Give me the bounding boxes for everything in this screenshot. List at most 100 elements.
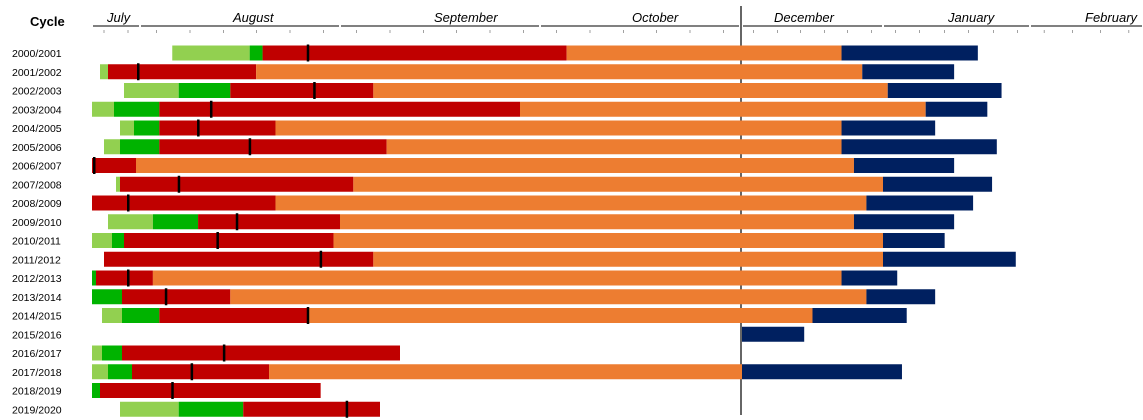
- bar-segment-red: [243, 401, 380, 417]
- bar-segment-red: [124, 233, 334, 248]
- row-label: 2013/2014: [12, 292, 62, 304]
- bar-segment-orange: [566, 45, 842, 61]
- bar-segment-navy: [853, 214, 955, 230]
- bar-segment-orange: [230, 289, 867, 305]
- row-label: 2004/2005: [12, 123, 62, 135]
- bar-segment-light-green: [120, 120, 134, 136]
- milestone-marker: [248, 138, 252, 156]
- bar-segment-green: [152, 214, 199, 230]
- row-label: 2003/2004: [12, 104, 62, 116]
- bar-segment-orange: [275, 195, 867, 211]
- month-label: September: [434, 10, 498, 25]
- row-label: 2010/2011: [12, 236, 61, 248]
- bar-segment-green: [92, 383, 100, 398]
- bar-segment-orange: [136, 158, 854, 173]
- bar-segment-light-green: [172, 45, 250, 61]
- bar-segment-navy: [862, 64, 955, 80]
- bar-segment-green: [134, 120, 160, 136]
- bar-segment-red: [122, 345, 400, 361]
- bar-segment-orange: [333, 233, 883, 248]
- row-label: 2019/2020: [12, 404, 62, 416]
- bar-segment-green: [92, 289, 122, 305]
- bar-segment-green: [249, 45, 263, 61]
- bar-segment-red: [100, 383, 321, 398]
- bar-segment-orange: [275, 120, 842, 136]
- row-label: 2008/2009: [12, 198, 62, 210]
- bar-segment-navy: [841, 270, 898, 286]
- bar-segment-navy: [883, 176, 993, 192]
- bar-segment-red: [120, 176, 354, 192]
- bar-segment-light-green: [102, 308, 122, 323]
- bar-segment-green: [102, 345, 122, 361]
- milestone-marker: [319, 250, 323, 268]
- bar-segment-light-green: [92, 101, 114, 117]
- bar-segment-navy: [866, 289, 936, 305]
- row-label: 2002/2003: [12, 86, 62, 98]
- bar-segment-navy: [812, 308, 907, 323]
- bar-segment-green: [108, 364, 132, 380]
- bar-segment-orange: [269, 364, 742, 380]
- bar-segment-light-green: [92, 364, 108, 380]
- row-label: 2014/2015: [12, 311, 62, 323]
- row-label: 2012/2013: [12, 273, 62, 285]
- milestone-marker: [177, 175, 181, 193]
- bar-segment-navy: [841, 45, 978, 61]
- milestone-marker: [216, 232, 219, 249]
- bar-segment-green: [178, 83, 231, 98]
- month-label: August: [232, 10, 275, 25]
- bar-segment-navy: [866, 195, 974, 211]
- milestone-marker: [93, 157, 96, 174]
- bar-segment-navy: [742, 364, 902, 380]
- bar-segment-light-green: [104, 139, 120, 155]
- bar-segment-red: [159, 101, 520, 117]
- bar-segment-red: [96, 270, 153, 286]
- bar-segment-orange: [520, 101, 926, 117]
- bar-segment-light-green: [100, 64, 108, 80]
- bar-segment-red: [108, 64, 257, 80]
- milestone-marker: [209, 100, 213, 118]
- bar-segment-orange: [340, 214, 854, 230]
- row-label: 2017/2018: [12, 367, 62, 379]
- bar-segment-navy: [883, 233, 945, 248]
- milestone-marker: [222, 344, 226, 362]
- month-label: October: [632, 10, 679, 25]
- bar-segment-orange: [373, 251, 883, 267]
- bar-segment-navy: [853, 158, 955, 173]
- milestone-marker: [127, 194, 130, 212]
- month-label: February: [1085, 10, 1139, 25]
- milestone-marker: [171, 382, 174, 399]
- bar-segment-red: [198, 214, 340, 230]
- bar-segment-red: [230, 83, 374, 98]
- bar-segment-orange: [373, 83, 888, 98]
- bar-segment-green: [120, 139, 160, 155]
- bar-segment-light-green: [120, 401, 179, 417]
- bar-segment-orange: [256, 64, 863, 80]
- bar-segment-red: [262, 45, 567, 61]
- bar-segment-light-green: [124, 83, 179, 98]
- milestone-marker: [235, 213, 239, 231]
- bar-segment-orange: [386, 139, 842, 155]
- row-label: 2006/2007: [12, 161, 62, 173]
- bar-segment-light-green: [92, 233, 112, 248]
- bar-segment-green: [114, 101, 160, 117]
- milestone-marker: [137, 63, 140, 81]
- bar-segment-orange: [307, 308, 813, 323]
- row-label: 2015/2016: [12, 329, 62, 341]
- cycle-header: Cycle: [30, 14, 65, 29]
- milestone-marker: [306, 307, 310, 324]
- bar-segment-green: [122, 308, 160, 323]
- row-label: 2007/2008: [12, 179, 62, 191]
- row-label: 2005/2006: [12, 142, 62, 154]
- row-label: 2001/2002: [12, 67, 62, 79]
- bar-segment-light-green: [92, 345, 102, 361]
- bar-segment-red: [92, 195, 276, 211]
- row-label: 2018/2019: [12, 386, 62, 398]
- bar-segment-green: [92, 270, 96, 286]
- row-label: 2000/2001: [12, 48, 62, 60]
- bar-segment-light-green: [108, 214, 153, 230]
- bar-segment-orange: [152, 270, 842, 286]
- bar-segment-light-green: [116, 176, 120, 192]
- bar-segment-red: [159, 139, 387, 155]
- bar-segment-orange: [353, 176, 883, 192]
